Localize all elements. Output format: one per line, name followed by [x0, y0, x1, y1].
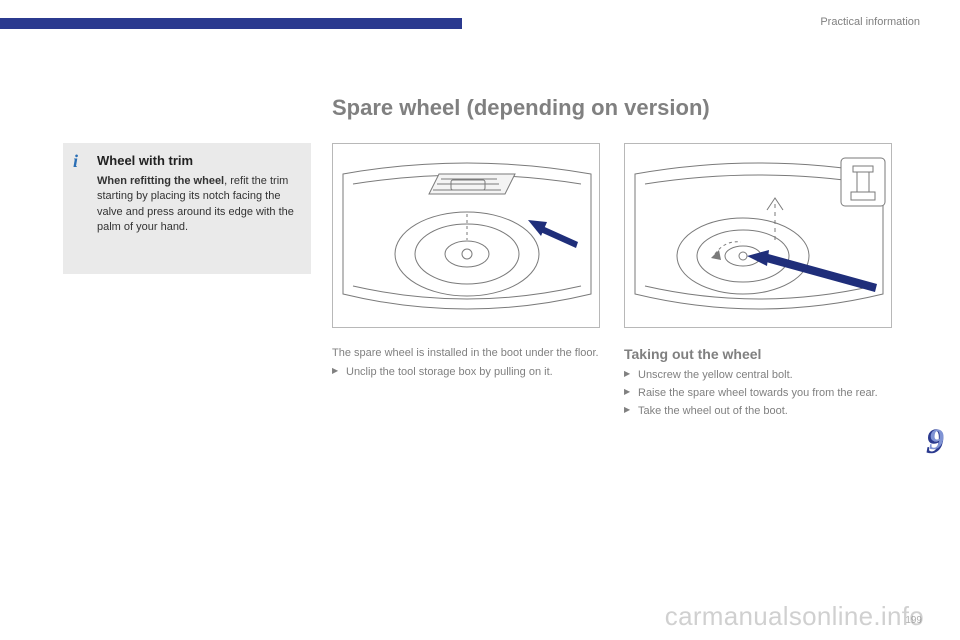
caption1-list: Unclip the tool storage box by pulling o… [332, 365, 600, 380]
watermark: carmanualsonline.info [665, 601, 924, 632]
list-item: Raise the spare wheel towards you from t… [624, 386, 892, 401]
info-heading: Wheel with trim [97, 153, 297, 168]
list-item: Unclip the tool storage box by pulling o… [332, 365, 600, 380]
figure-spare-wheel-box [332, 143, 600, 328]
info-body: When refitting the wheel, refit the trim… [97, 174, 297, 236]
col2-heading: Taking out the wheel [624, 346, 892, 362]
figure1-caption: The spare wheel is installed in the boot… [332, 346, 600, 383]
header-bar [0, 18, 462, 29]
caption1-intro: The spare wheel is installed in the boot… [332, 346, 600, 361]
figure-take-out-wheel [624, 143, 892, 328]
list-item: Take the wheel out of the boot. [624, 404, 892, 419]
manual-page: Practical information Spare wheel (depen… [0, 0, 960, 640]
right-column: Taking out the wheel Unscrew the yellow … [624, 346, 892, 422]
breadcrumb: Practical information [820, 16, 920, 28]
section-tab-9: 9 9 [926, 420, 960, 468]
col2-list: Unscrew the yellow central bolt. Raise t… [624, 368, 892, 419]
info-callout: i Wheel with trim When refitting the whe… [63, 143, 311, 274]
page-title: Spare wheel (depending on version) [332, 95, 710, 121]
list-item: Unscrew the yellow central bolt. [624, 368, 892, 383]
tab-digit-inner: 9 [929, 423, 944, 457]
info-body-lead: When refitting the wheel [97, 175, 224, 187]
info-icon: i [73, 151, 78, 172]
